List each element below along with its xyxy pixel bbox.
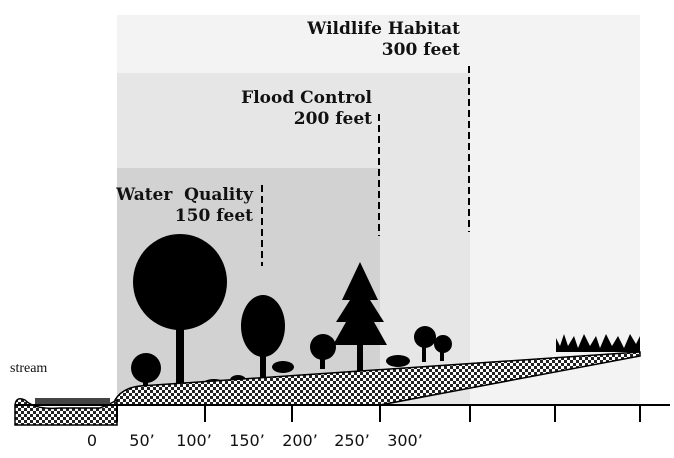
zone-distance: 150 feet <box>175 206 253 226</box>
stream-bed <box>14 398 118 426</box>
zone-title: Wildlife Habitat <box>306 19 460 39</box>
axis-ticks <box>116 405 641 422</box>
vegetation <box>131 234 640 395</box>
stream-label: stream <box>10 361 47 376</box>
stream-water <box>35 398 110 404</box>
axis-label: 0 <box>87 431 97 450</box>
axis-label: 300’ <box>387 431 423 450</box>
axis-label: 100’ <box>176 431 212 450</box>
axis-label: 150’ <box>229 431 265 450</box>
zone-title: Water Quality <box>115 185 254 205</box>
zone-distance: 300 feet <box>382 40 460 60</box>
axis-label: 250’ <box>334 431 370 450</box>
zone-title: Flood Control <box>241 88 372 108</box>
axis-label: 50’ <box>129 431 154 450</box>
ground <box>114 351 641 406</box>
axis-label: 200’ <box>282 431 318 450</box>
axis-labels: 0 50’ 100’ 150’ 200’ 250’ 300’ <box>87 431 423 450</box>
zone-distance: 200 feet <box>294 109 372 129</box>
zone-markers <box>261 66 470 266</box>
